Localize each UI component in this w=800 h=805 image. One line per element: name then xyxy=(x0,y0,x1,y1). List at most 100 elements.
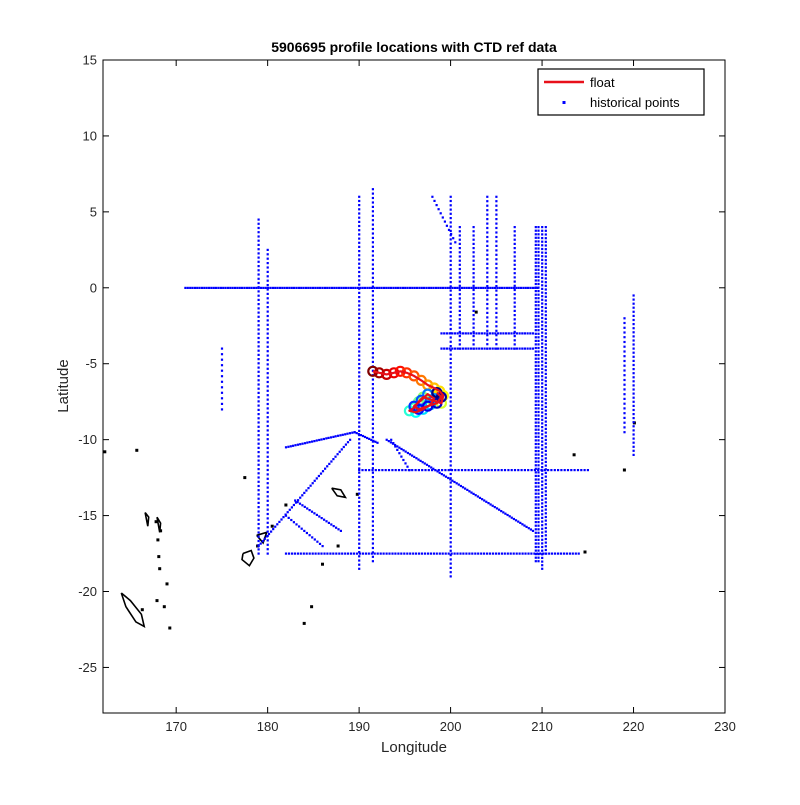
historical-point xyxy=(443,220,446,223)
historical-point xyxy=(451,479,454,482)
historical-point xyxy=(510,286,513,289)
historical-point xyxy=(486,289,489,292)
historical-point xyxy=(266,482,269,485)
historical-point xyxy=(274,286,277,289)
historical-point xyxy=(358,421,361,424)
historical-point xyxy=(477,469,480,472)
historical-point xyxy=(371,467,374,470)
historical-point xyxy=(358,237,361,240)
historical-point xyxy=(537,307,540,310)
historical-point xyxy=(632,449,635,452)
historical-point xyxy=(266,416,269,419)
historical-point xyxy=(441,469,444,472)
historical-point xyxy=(541,411,544,414)
historical-point xyxy=(544,299,547,302)
historical-point xyxy=(392,442,395,445)
historical-point xyxy=(313,512,316,515)
historical-point xyxy=(537,428,540,431)
historical-point xyxy=(472,309,475,312)
historical-point xyxy=(502,347,505,350)
historical-point xyxy=(449,195,452,198)
historical-point xyxy=(220,397,224,400)
historical-point xyxy=(500,552,503,555)
historical-point xyxy=(292,503,295,507)
historical-point xyxy=(400,552,403,555)
historical-point xyxy=(444,475,448,478)
historical-point xyxy=(495,507,499,510)
historical-point xyxy=(269,286,272,289)
historical-point xyxy=(266,336,269,340)
historical-point xyxy=(458,318,461,321)
historical-point xyxy=(266,389,269,392)
historical-point xyxy=(358,291,361,294)
historical-point xyxy=(368,437,371,440)
historical-point xyxy=(257,341,260,344)
historical-point xyxy=(459,347,462,350)
historical-point xyxy=(371,267,374,270)
historical-point xyxy=(266,262,269,265)
historical-point xyxy=(449,366,452,369)
historical-point xyxy=(257,413,260,416)
historical-point xyxy=(408,453,412,456)
historical-point xyxy=(534,279,537,282)
historical-point xyxy=(526,332,529,335)
historical-point xyxy=(537,378,540,382)
historical-point xyxy=(495,235,498,239)
historical-point xyxy=(449,246,452,250)
historical-point xyxy=(486,209,489,212)
historical-point xyxy=(371,524,374,527)
historical-point xyxy=(515,332,518,335)
historical-point xyxy=(541,447,544,450)
historical-point xyxy=(537,513,540,517)
historical-point xyxy=(541,371,544,374)
historical-point xyxy=(470,469,473,472)
historical-point xyxy=(373,552,376,555)
historical-point xyxy=(264,286,267,289)
historical-point xyxy=(544,372,547,375)
historical-point xyxy=(513,284,516,287)
historical-point xyxy=(358,312,361,315)
historical-point xyxy=(332,525,335,528)
historical-point xyxy=(371,469,374,472)
historical-point xyxy=(266,442,269,445)
historical-point xyxy=(495,267,498,270)
historical-point xyxy=(358,551,361,554)
historical-point xyxy=(494,552,498,555)
historical-point xyxy=(257,429,260,433)
historical-point xyxy=(430,466,433,469)
historical-point xyxy=(541,462,544,465)
historical-point xyxy=(358,300,361,303)
historical-point xyxy=(257,387,260,390)
historical-point xyxy=(358,354,361,357)
historical-point xyxy=(488,347,492,350)
historical-point xyxy=(449,443,452,446)
historical-point xyxy=(437,286,440,289)
historical-point xyxy=(544,310,547,313)
historical-point xyxy=(305,552,308,555)
historical-point xyxy=(371,286,374,289)
historical-point xyxy=(537,254,540,257)
historical-point xyxy=(371,298,374,301)
historical-point xyxy=(286,286,289,289)
historical-point xyxy=(449,438,452,441)
historical-point xyxy=(534,425,537,428)
historical-point xyxy=(266,486,269,489)
historical-point xyxy=(489,286,492,289)
historical-point xyxy=(358,484,361,487)
historical-point xyxy=(623,407,626,410)
historical-point xyxy=(456,347,459,350)
historical-point xyxy=(486,195,489,198)
historical-point xyxy=(495,213,498,216)
historical-point xyxy=(486,338,489,341)
historical-point xyxy=(374,440,377,443)
island-14 xyxy=(310,605,314,609)
historical-point xyxy=(544,534,547,537)
historical-point xyxy=(513,335,516,338)
historical-point xyxy=(449,315,452,318)
historical-point xyxy=(320,438,323,441)
historical-point xyxy=(220,369,224,372)
historical-point xyxy=(527,527,530,530)
historical-point xyxy=(358,287,361,290)
historical-point xyxy=(537,414,540,417)
